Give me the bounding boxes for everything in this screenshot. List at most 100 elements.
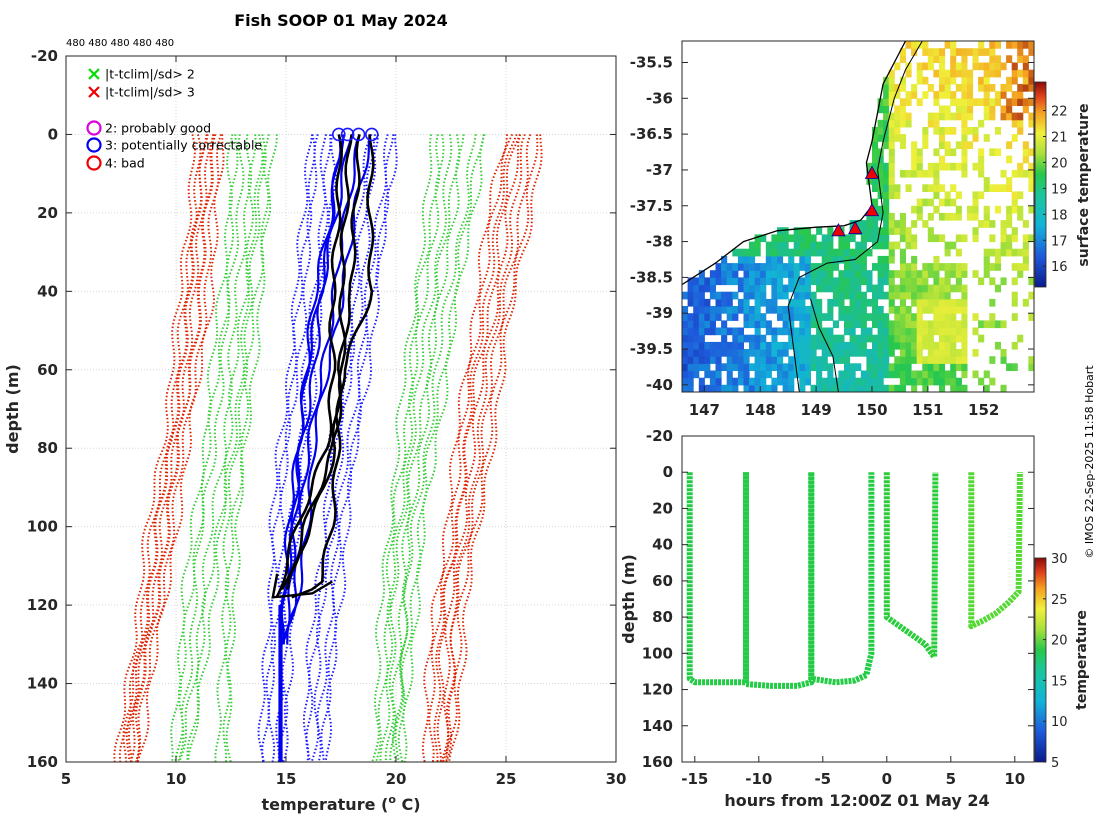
sst-cell	[961, 155, 968, 164]
sst-cell	[760, 356, 767, 364]
sst-cell	[860, 270, 867, 278]
sst-cell	[933, 277, 940, 286]
sst-cell	[799, 255, 806, 264]
sst-cell	[765, 356, 772, 364]
sst-cell	[754, 241, 761, 250]
sst-cell	[933, 148, 940, 157]
sst-cell	[872, 241, 879, 250]
sst-cell	[743, 356, 750, 364]
sst-cell	[877, 212, 884, 221]
sst-cell	[754, 284, 761, 293]
sst-cell	[732, 384, 739, 392]
sst-cell	[737, 356, 744, 364]
sst-cell	[782, 363, 789, 371]
sst-cell	[972, 270, 979, 278]
sst-cell	[1028, 98, 1034, 106]
sst-cell	[799, 234, 806, 243]
clim-+2sd-0-0	[371, 134, 433, 762]
sst-cell	[743, 284, 750, 293]
sst-cell	[704, 277, 711, 286]
sst-cell	[860, 263, 867, 271]
sst-cell	[989, 377, 996, 386]
sst-cell	[916, 377, 923, 386]
sst-cell	[1017, 112, 1024, 121]
sst-cell	[771, 255, 778, 264]
sst-cell	[827, 263, 834, 271]
sst-cell	[911, 334, 918, 343]
sst-cell	[899, 370, 906, 379]
sst-cell	[888, 184, 895, 192]
sst-cell	[704, 363, 711, 371]
sst-cell	[894, 105, 901, 114]
sst-cell	[1028, 48, 1034, 56]
sst-cell	[687, 356, 694, 364]
sst-cell	[760, 334, 767, 343]
sst-cell	[726, 277, 733, 286]
sst-cell	[888, 91, 895, 99]
sst-cell	[950, 198, 957, 207]
sst-cell	[927, 112, 934, 121]
sst-cell	[855, 313, 862, 321]
sst-cell	[961, 105, 968, 114]
sst-cell	[799, 313, 806, 321]
sst-cell	[682, 356, 689, 364]
sst-cell	[816, 306, 823, 314]
clim-+2sd-2-1	[402, 134, 486, 762]
profile-ytick-label-2: 20	[37, 204, 58, 222]
sst-cell	[855, 241, 862, 250]
sst-cell	[788, 255, 795, 264]
sst-cell	[916, 212, 923, 221]
sst-cell	[832, 349, 839, 357]
sst-cell	[771, 363, 778, 371]
sst-cell	[844, 284, 851, 293]
sst-cell	[894, 327, 901, 336]
sst-cell	[994, 205, 1001, 214]
surface-marker-0	[331, 127, 346, 142]
sst-cell	[1022, 55, 1029, 63]
sst-cell	[983, 76, 990, 85]
sst-cell	[709, 306, 716, 314]
sst-cell	[777, 377, 784, 386]
sst-cell	[933, 162, 940, 171]
sst-cell	[961, 291, 968, 300]
sst-cell	[944, 84, 951, 92]
sst-cell	[737, 341, 744, 350]
sst-cell	[927, 212, 934, 221]
sst-cell	[883, 205, 890, 214]
sst-cell	[765, 384, 772, 392]
sst-cell	[927, 198, 934, 207]
sst-cell	[944, 69, 951, 78]
sst-cell	[844, 377, 851, 386]
sst-cell	[788, 306, 795, 314]
sst-cell	[927, 184, 934, 192]
sst-cell	[860, 220, 867, 228]
sst-cell	[737, 284, 744, 293]
sst-cell	[883, 356, 890, 364]
sst-cell	[989, 220, 996, 228]
sst-cell	[978, 148, 985, 157]
sst-cell	[838, 377, 845, 386]
sst-cell	[715, 356, 722, 364]
sst-cell	[709, 320, 716, 329]
sst-cell	[1000, 349, 1007, 357]
sst-cell	[816, 270, 823, 278]
sst-cell	[922, 320, 929, 329]
sst-cell	[793, 334, 800, 343]
sst-cell	[955, 84, 962, 92]
sst-cell	[827, 334, 834, 343]
profile-data-area	[113, 133, 543, 762]
sst-cell	[844, 320, 851, 329]
profile-xtick-label-3: 20	[386, 770, 407, 788]
sst-cell	[749, 248, 756, 257]
sst-cell	[883, 105, 890, 114]
sst-cell	[978, 162, 985, 171]
sst-cell	[804, 334, 811, 343]
sst-cell	[883, 84, 890, 92]
clim-mean-1-2	[282, 134, 337, 762]
sst-cell	[872, 370, 879, 379]
sst-cell	[698, 298, 705, 307]
sst-cell	[983, 105, 990, 114]
sst-cell	[927, 169, 934, 178]
sst-cell	[704, 384, 711, 392]
